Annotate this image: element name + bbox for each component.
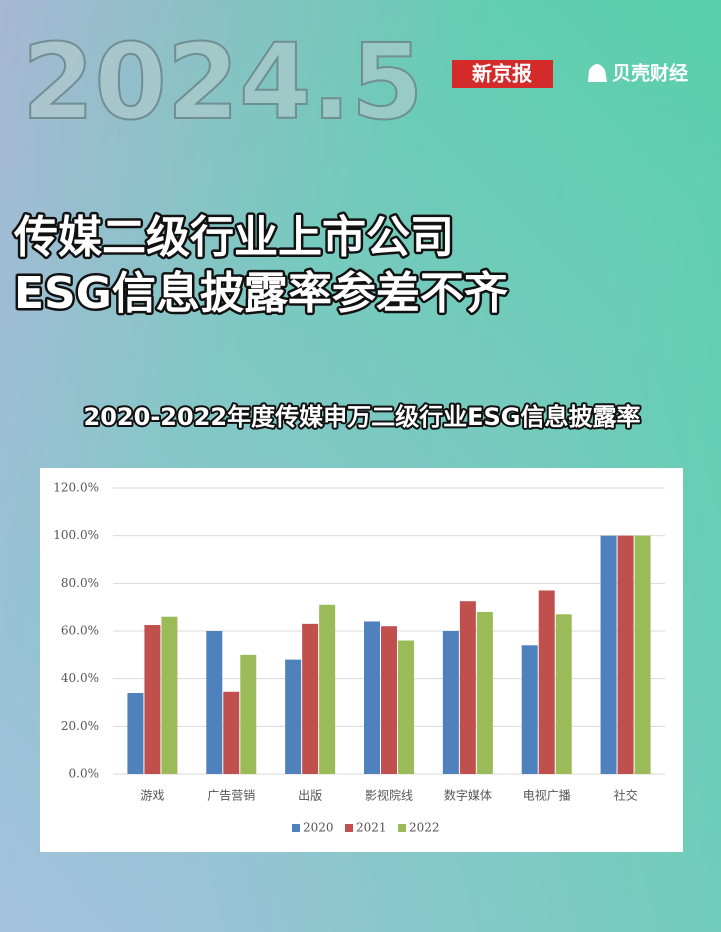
bar (285, 659, 302, 774)
y-tick-label: 80.0% (61, 576, 99, 590)
legend-swatch (292, 824, 300, 832)
chart-title: 2020-2022年度传媒申万二级行业ESG信息披露率 (84, 403, 641, 431)
bar (144, 625, 161, 774)
bar (442, 631, 459, 774)
y-tick-label: 60.0% (61, 624, 99, 638)
y-tick-label: 120.0% (53, 481, 99, 495)
brand-name: 贝壳财经 (612, 62, 688, 85)
y-tick-label: 20.0% (61, 719, 99, 733)
shell-icon (588, 64, 607, 82)
brand-name: 新京报 (472, 62, 532, 86)
bar (521, 645, 538, 774)
x-tick-label: 出版 (298, 789, 322, 803)
legend-swatch (345, 824, 353, 832)
bar (398, 640, 414, 774)
x-tick-label: 游戏 (140, 789, 164, 803)
bar (476, 611, 493, 774)
legend-swatch (398, 824, 406, 832)
x-tick-label: 影视院线 (365, 788, 413, 803)
bar (302, 623, 319, 774)
legend-label: 2022 (409, 821, 440, 835)
x-tick-label: 数字媒体 (444, 788, 492, 803)
x-tick-label: 广告营销 (207, 789, 255, 803)
y-tick-label: 0.0% (69, 767, 100, 781)
date-mark: 2024.5 (22, 21, 423, 143)
x-tick-label: 社交 (614, 788, 638, 803)
bar (459, 601, 476, 774)
bar (538, 590, 555, 774)
bar (223, 691, 240, 774)
bar (381, 626, 397, 774)
bar (161, 616, 178, 774)
bar (634, 535, 651, 774)
bar (127, 692, 144, 774)
x-tick-label: 电视广播 (523, 788, 571, 803)
headline: 传媒二级行业上市公司 (13, 212, 454, 263)
headline: ESG信息披露率参差不齐 (14, 268, 508, 319)
bar (206, 631, 223, 774)
y-tick-label: 40.0% (61, 671, 99, 685)
legend-label: 2020 (303, 821, 334, 835)
chart-panel (40, 468, 683, 852)
legend-label: 2021 (356, 821, 387, 835)
brand-logo-box (452, 60, 553, 88)
bar (617, 535, 634, 774)
bar (319, 604, 336, 774)
y-tick-label: 100.0% (53, 528, 99, 542)
bar (364, 621, 380, 774)
bar (240, 654, 257, 774)
bar (600, 535, 617, 774)
bar (555, 614, 572, 774)
